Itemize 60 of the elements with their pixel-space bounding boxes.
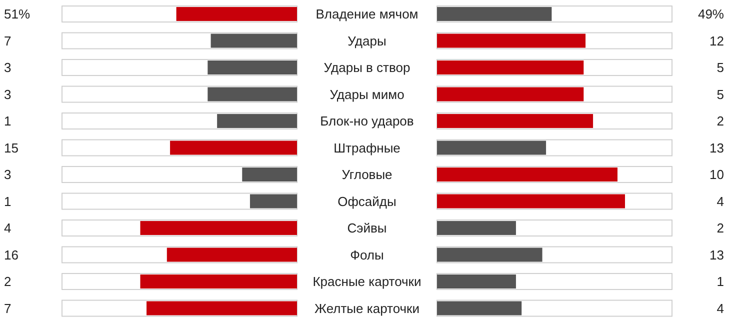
bar bbox=[208, 60, 297, 74]
text: 1 bbox=[716, 274, 724, 290]
bar bbox=[166, 248, 297, 262]
text: 3 bbox=[4, 86, 12, 102]
text: 7 bbox=[4, 33, 12, 48]
y-tick-label: Блок-но ударов bbox=[320, 114, 414, 129]
y-tick-label: Сэйвы bbox=[347, 220, 387, 236]
y-tick-label: Владение мячом bbox=[316, 6, 418, 22]
y-tick-label: Удары мимо bbox=[330, 86, 404, 102]
text: 3 bbox=[4, 167, 12, 182]
text: 12 bbox=[710, 33, 724, 48]
bar bbox=[210, 34, 297, 48]
text: 5 bbox=[716, 86, 724, 102]
text: 49% bbox=[698, 6, 724, 22]
text: 2 bbox=[716, 220, 724, 236]
bar bbox=[217, 114, 297, 128]
text: 51% bbox=[4, 6, 30, 22]
bar bbox=[176, 7, 297, 21]
text: 4 bbox=[4, 220, 12, 236]
y-tick-label: Удары bbox=[348, 33, 386, 48]
bar bbox=[437, 168, 618, 182]
text: 15 bbox=[4, 140, 18, 156]
bar bbox=[437, 7, 552, 21]
bar bbox=[437, 87, 584, 102]
text: 2 bbox=[4, 274, 12, 290]
y-tick-label: Штрафные bbox=[334, 140, 400, 156]
y-tick-label: Красные карточки bbox=[312, 274, 422, 290]
bar bbox=[437, 221, 516, 235]
y-tick-label: Угловые bbox=[342, 167, 392, 182]
bar bbox=[170, 140, 297, 155]
text: 1 bbox=[4, 114, 12, 129]
bar bbox=[437, 194, 625, 208]
text: 3 bbox=[4, 60, 12, 76]
text: 1 bbox=[4, 194, 12, 209]
text: 13 bbox=[710, 140, 724, 156]
bar bbox=[208, 87, 297, 102]
text: 4 bbox=[716, 300, 724, 316]
bar bbox=[250, 194, 297, 208]
y-tick-label: Удары в створ bbox=[324, 60, 410, 76]
text: 10 bbox=[710, 167, 724, 182]
text: 16 bbox=[4, 247, 18, 262]
y-tick-label: Желтые карточки bbox=[314, 300, 420, 316]
text: 4 bbox=[716, 194, 724, 209]
bar bbox=[437, 301, 522, 316]
bar bbox=[437, 274, 516, 288]
y-tick-label: Офсайды bbox=[338, 194, 396, 209]
bar bbox=[242, 168, 297, 182]
bar bbox=[140, 274, 297, 288]
bar bbox=[146, 301, 297, 316]
bar bbox=[437, 140, 546, 155]
bar bbox=[437, 114, 594, 128]
bar bbox=[437, 248, 542, 262]
text: 5 bbox=[716, 60, 724, 76]
bar bbox=[437, 60, 584, 74]
text: 13 bbox=[710, 247, 724, 262]
bar bbox=[140, 221, 297, 235]
text: 2 bbox=[716, 114, 724, 129]
y-tick-label: Фолы bbox=[350, 247, 384, 262]
text: 7 bbox=[4, 300, 12, 316]
bar bbox=[437, 34, 586, 48]
